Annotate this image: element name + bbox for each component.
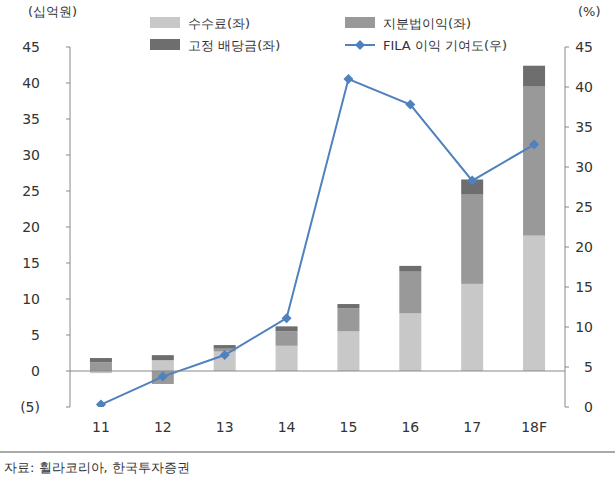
bar-segment <box>214 345 236 349</box>
line-marker <box>158 372 168 382</box>
y-tick <box>66 335 70 336</box>
line-marker <box>343 74 353 84</box>
y-tick-label: 40 <box>22 75 40 91</box>
y-tick-label: 5 <box>31 327 40 343</box>
x-tick-label: 14 <box>278 419 296 435</box>
y2-axis-label: (%) <box>578 4 601 19</box>
plot-marks <box>90 66 545 407</box>
bar-segment <box>461 284 483 371</box>
y-tick <box>66 371 70 372</box>
y-tick-label: 25 <box>22 183 40 199</box>
bar-segment <box>523 87 545 236</box>
bar-segment <box>276 331 298 345</box>
bar-segment <box>276 346 298 371</box>
y2-tick-label: 35 <box>575 119 593 135</box>
x-tick-label: 11 <box>92 419 110 435</box>
bar-segment <box>90 362 112 371</box>
y-tick-label: 30 <box>22 147 40 163</box>
y-axis-label: (십억원) <box>28 4 77 19</box>
y-tick <box>66 227 70 228</box>
y2-tick <box>565 87 569 88</box>
bar-segment <box>276 326 298 331</box>
y-tick-label: 15 <box>22 255 40 271</box>
y2-tick <box>565 407 569 408</box>
y2-tick-label: 5 <box>584 359 593 375</box>
line-marker <box>282 313 292 323</box>
y-tick <box>66 299 70 300</box>
legend-label: FILA 이익 기여도(우) <box>383 38 507 53</box>
y-tick <box>66 47 70 48</box>
bar-segment <box>523 236 545 371</box>
line-marker <box>220 350 230 360</box>
y-tick-label: 10 <box>22 291 40 307</box>
legend-label: 수수료(좌) <box>188 16 250 31</box>
y-tick-label: 20 <box>22 219 40 235</box>
y2-tick-label: 40 <box>575 79 593 95</box>
bar-segment <box>152 360 174 371</box>
legend-marker <box>355 40 365 50</box>
legend-swatch <box>345 17 375 28</box>
y2-tick <box>565 247 569 248</box>
bar-segment <box>337 308 359 331</box>
bar-segment <box>461 195 483 284</box>
y2-tick-label: 0 <box>584 399 593 415</box>
bar-segment <box>152 355 174 360</box>
y-tick-label: 0 <box>31 363 40 379</box>
legend-swatch <box>150 17 180 28</box>
x-tick-label: 15 <box>340 419 358 435</box>
x-tick-label: 16 <box>401 419 419 435</box>
y2-tick <box>565 167 569 168</box>
y-tick <box>66 155 70 156</box>
bar-segment <box>337 304 359 308</box>
y2-axis-line <box>565 47 566 407</box>
y-tick <box>66 263 70 264</box>
line-marker <box>467 176 477 186</box>
bar-segment <box>399 272 421 314</box>
legend-label: 고정 배당금(좌) <box>188 38 280 53</box>
y-tick-label: 35 <box>22 111 40 127</box>
line-marker <box>529 140 539 150</box>
y2-tick <box>565 47 569 48</box>
bar-segment <box>90 358 112 362</box>
y2-tick <box>565 367 569 368</box>
y2-tick-label: 15 <box>575 279 593 295</box>
y-tick <box>66 407 70 408</box>
y-tick <box>66 119 70 120</box>
x-tick-label: 18F <box>521 419 547 435</box>
y2-tick <box>565 327 569 328</box>
legend-swatch <box>150 39 180 50</box>
x-tick-label: 13 <box>216 419 234 435</box>
bar-segment <box>523 66 545 87</box>
y-tick-label: (5) <box>20 399 40 415</box>
y2-tick <box>565 127 569 128</box>
y2-tick-label: 25 <box>575 199 593 215</box>
y2-tick-label: 30 <box>575 159 593 175</box>
chart: (십억원) (%) (5) 0 5 10 15 20 25 30 35 40 45 0 5 10 15 20 25 3… <box>0 0 615 492</box>
legend-label: 지분법이익(좌) <box>383 16 471 31</box>
source: 자료: 휠라코리아, 한국투자증권 <box>4 460 190 475</box>
line-marker <box>405 100 415 110</box>
source-rule <box>0 452 615 453</box>
y2-tick <box>565 287 569 288</box>
line <box>101 79 534 405</box>
y2-tick-label: 10 <box>575 319 593 335</box>
x-tick-label: 17 <box>463 419 481 435</box>
y2-tick-label: 45 <box>575 39 593 55</box>
x-tick-label: 12 <box>154 419 172 435</box>
x-axis-line <box>70 371 565 372</box>
y2-tick <box>565 207 569 208</box>
y-tick-label: 45 <box>22 39 40 55</box>
y-tick <box>66 83 70 84</box>
bar-segment <box>399 266 421 272</box>
bar-segment <box>337 331 359 371</box>
y-tick <box>66 191 70 192</box>
line-marker <box>96 400 106 407</box>
y2-tick-label: 20 <box>575 239 593 255</box>
bar-segment <box>399 313 421 371</box>
